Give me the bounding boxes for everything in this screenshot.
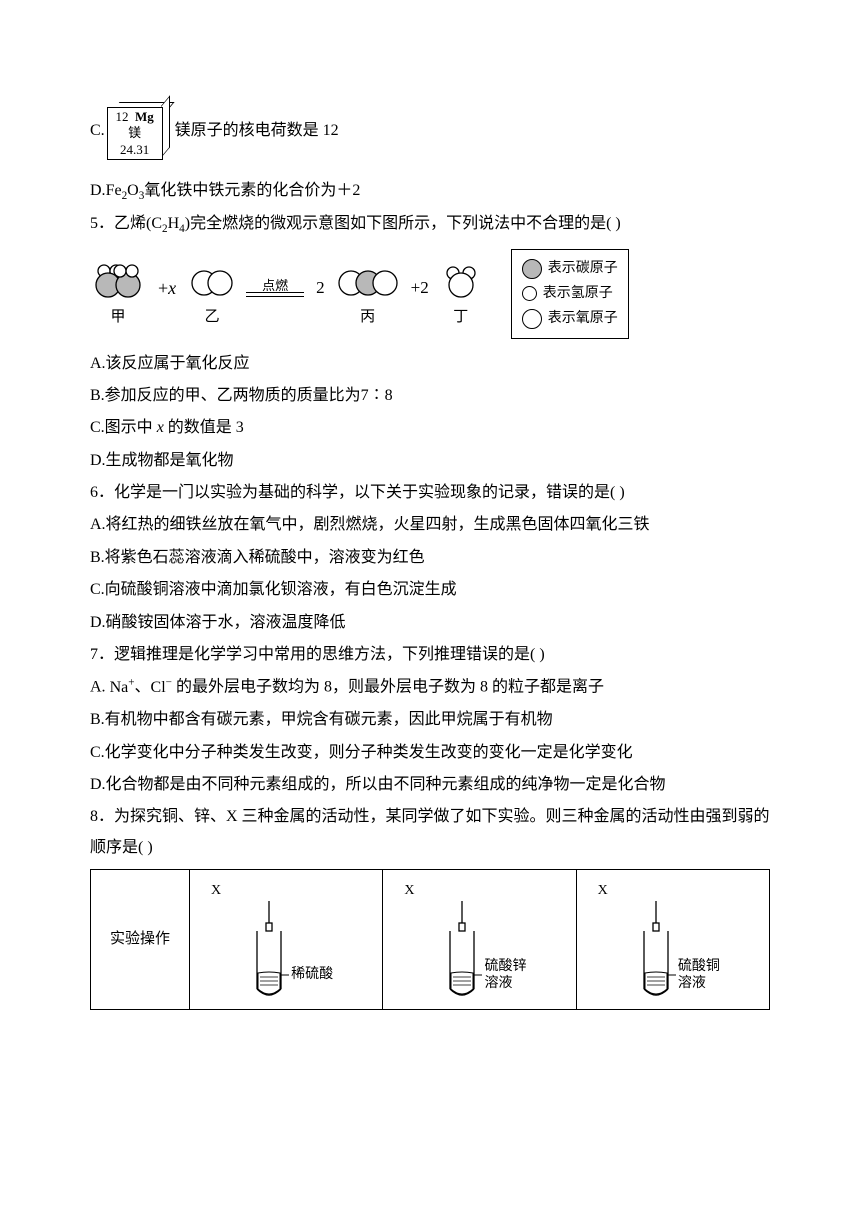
coef-2b: +2 (409, 272, 431, 304)
q8-sol2a: 硫酸锌 (484, 959, 526, 974)
q7-opt-d: D.化合物都是由不同种元素组成的，所以由不同种元素组成的纯净物一定是化合物 (90, 770, 770, 800)
cube-mass: 24.31 (108, 142, 162, 158)
label-bing: 丙 (337, 303, 399, 332)
q8-stem: 8．为探究铜、锌、X 三种金属的活动性，某同学做了如下实验。则三种金属的活动性由… (90, 802, 770, 863)
q8-sol3a: 硫酸铜 (678, 959, 720, 974)
label-ding: 丁 (441, 303, 481, 332)
reaction-arrow: 点燃 (246, 279, 304, 297)
q8-rowlabel: 实验操作 (91, 870, 190, 1010)
q7-na-plus: Na+ (110, 679, 135, 696)
ignite-label: 点燃 (262, 279, 288, 292)
q5-opt-d: D.生成物都是氧化物 (90, 446, 770, 476)
q5-legend: 表示碳原子 表示氢原子 表示氧原子 (511, 249, 629, 339)
q7-opt-a-pre: A. (90, 679, 106, 696)
q8-cell-1: X 稀硫酸 (190, 870, 383, 1010)
mol-bing (337, 261, 399, 301)
mol-jia (90, 261, 146, 301)
q7-opt-c: C.化学变化中分子种类发生改变，则分子种类发生改变的变化一定是化学变化 (90, 738, 770, 768)
q6-stem: 6．化学是一门以实验为基础的科学，以下关于实验现象的记录，错误的是( ) (90, 478, 770, 508)
legend-carbon: 表示碳原子 (548, 256, 618, 281)
mol-yi (188, 261, 236, 301)
q6-opt-c: C.向硫酸铜溶液中滴加氯化钡溶液，有白色沉淀生成 (90, 575, 770, 605)
opt-c-prefix: C. (90, 116, 105, 146)
q5-formula: C2H4 (151, 215, 184, 232)
q5-stem-pre: 5．乙烯( (90, 215, 151, 232)
q5-stem-post: )完全燃烧的微观示意图如下图所示，下列说法中不合理的是( ) (185, 215, 621, 232)
q7-opt-b: B.有机物中都含有碳元素，甲烷含有碳元素，因此甲烷属于有机物 (90, 705, 770, 735)
test-tube-icon (432, 901, 482, 1001)
opt-d-text: 氧化铁中铁元素的化合价为＋2 (144, 182, 360, 199)
legend-hydrogen: 表示氢原子 (543, 281, 613, 306)
label-jia: 甲 (90, 303, 146, 332)
opt-c-text: 镁原子的核电荷数是 12 (175, 116, 339, 146)
q6-opt-a: A.将红热的细铁丝放在氧气中，剧烈燃烧，火星四射，生成黑色固体四氧化三铁 (90, 510, 770, 540)
legend-carbon-icon (522, 259, 542, 279)
q8-cell-2: X 硫酸锌溶液 (383, 870, 576, 1010)
test-tube-icon (239, 901, 289, 1001)
q6-opt-d: D.硝酸铵固体溶于水，溶液温度降低 (90, 608, 770, 638)
q6-opt-b: B.将紫色石蕊溶液滴入稀硫酸中，溶液变为红色 (90, 543, 770, 573)
plus-1: +x (156, 271, 178, 305)
q5-opt-c-post: 的数值是 3 (164, 419, 244, 436)
q5-opt-c-x: x (157, 419, 164, 436)
q7-opt-a-post: 的最外层电子数均为 8，则最外层电子数为 8 的粒子都是离子 (176, 679, 604, 696)
q5-opt-c-pre: C.图示中 (90, 419, 157, 436)
q7-stem: 7．逻辑推理是化学学习中常用的思维方法，下列推理错误的是( ) (90, 640, 770, 670)
q8-sol2b: 溶液 (484, 976, 512, 991)
coef-2a: 2 (314, 272, 327, 304)
q5-opt-b: B.参加反应的甲、乙两物质的质量比为7∶8 (90, 381, 770, 411)
label-yi: 乙 (188, 303, 236, 332)
q7-cl-minus: Cl− (151, 679, 172, 696)
element-cube-mg: 12 Mg 镁 24.31 (107, 102, 169, 160)
q8-cell-3: X 硫酸铜溶液 (576, 870, 769, 1010)
q7-sep: 、 (135, 679, 151, 696)
q8-sol1: 稀硫酸 (291, 967, 333, 984)
mol-ding (441, 261, 481, 301)
cube-name: 镁 (108, 125, 162, 141)
q8-sol3b: 溶液 (678, 976, 706, 991)
q5-reaction-diagram: 甲 +x 乙 点燃 2 丙 +2 (90, 249, 770, 345)
cube-sym: Mg (135, 109, 154, 124)
legend-oxygen-icon (522, 309, 542, 329)
opt-d-prefix: D. (90, 182, 106, 199)
opt-d-formula: Fe2O3 (106, 182, 145, 199)
legend-hydrogen-icon (522, 286, 537, 301)
cube-num: 12 (116, 109, 129, 124)
test-tube-icon (626, 901, 676, 1001)
q5-opt-a: A.该反应属于氧化反应 (90, 349, 770, 379)
legend-oxygen: 表示氧原子 (548, 306, 618, 331)
q8-table: 实验操作 X 稀硫 (90, 869, 770, 1010)
